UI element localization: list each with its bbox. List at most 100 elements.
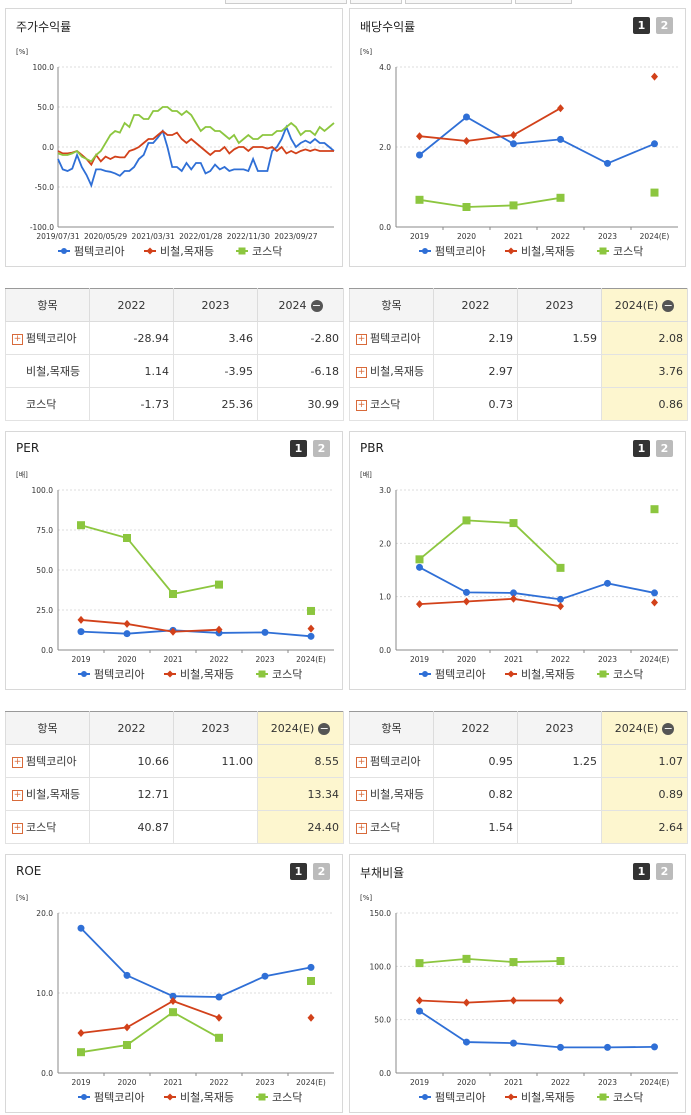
collapse-icon[interactable]: −	[310, 298, 323, 312]
expand-icon[interactable]: +	[12, 756, 23, 768]
data-point-kosdaq	[462, 516, 471, 525]
series-industry	[416, 72, 658, 145]
data-point-industry	[510, 594, 517, 603]
table-row: + 비철,목재등 0.82 0.89	[349, 777, 688, 811]
legend-marker-kosdaq	[599, 1093, 607, 1101]
data-point-industry	[416, 996, 423, 1005]
data-point-industry	[416, 600, 423, 609]
expand-icon[interactable]: +	[12, 822, 23, 834]
series-line-kosdaq	[419, 957, 561, 965]
series-industry	[416, 996, 564, 1007]
series-line-kosdaq	[57, 106, 335, 163]
expand-icon[interactable]: +	[356, 333, 367, 345]
row-label: 코스닥	[370, 821, 401, 834]
data-point-company	[463, 113, 470, 121]
legend-marker-kosdaq	[599, 247, 607, 255]
expand-icon[interactable]: +	[356, 366, 367, 378]
data-point-industry	[510, 131, 517, 139]
table-cell: 0.73	[433, 387, 518, 421]
y-tick-label: 0.0	[42, 143, 54, 152]
view-2-button[interactable]: 2	[656, 17, 673, 34]
view-1-button[interactable]: 1	[290, 440, 307, 457]
view-2-button[interactable]: 2	[656, 863, 673, 880]
table-header-label: 2023	[545, 298, 574, 312]
view-2-button[interactable]: 2	[656, 440, 673, 457]
row-label-cell: + 비철,목재등	[349, 354, 434, 388]
expand-icon[interactable]: +	[356, 822, 367, 834]
view-1-button[interactable]: 1	[290, 863, 307, 880]
row-label: 코스닥	[26, 821, 57, 834]
view-1-button[interactable]: 1	[633, 440, 650, 457]
data-point-kosdaq	[556, 957, 565, 965]
x-tick-label: 2020	[457, 655, 476, 664]
dividend-yield-table: 항목 2022 2023 2024(E) − + 펌텍코리아 2.19 1.59 2.08 + 비철,…	[349, 288, 688, 421]
data-point-kosdaq	[123, 534, 131, 542]
top-tab-edge	[515, 0, 572, 4]
data-point-kosdaq	[215, 1033, 223, 1042]
series-line-company	[80, 927, 312, 998]
data-point-industry	[416, 132, 423, 141]
legend-label-industry: 비철,목재등	[180, 1091, 234, 1104]
series-company	[77, 626, 315, 640]
legend-marker-industry	[507, 1093, 515, 1101]
series-line-company	[418, 115, 655, 165]
view-2-button[interactable]: 2	[313, 863, 330, 880]
x-tick-label: 2021	[163, 655, 182, 664]
legend-marker-company	[61, 248, 67, 254]
legend-item-company: 펌텍코리아	[78, 1091, 145, 1104]
collapse-icon[interactable]: −	[662, 721, 675, 735]
legend-marker-kosdaq	[258, 1093, 266, 1101]
collapse-icon[interactable]: −	[318, 721, 331, 735]
legend-item-company: 펌텍코리아	[78, 668, 145, 681]
view-2-button[interactable]: 2	[313, 440, 330, 457]
legend-item-industry: 비철,목재등	[164, 668, 234, 681]
data-point-kosdaq	[215, 580, 223, 589]
data-point-company	[463, 588, 470, 596]
table-cell: -6.18	[257, 354, 344, 388]
top-tab-edge	[405, 0, 512, 4]
expand-icon[interactable]: +	[12, 789, 23, 801]
data-point-company	[604, 1043, 611, 1051]
x-tick-label: 2023	[598, 655, 617, 664]
series-line-kosdaq	[80, 524, 220, 595]
table-header-cell: 2022	[433, 288, 518, 322]
legend-item-industry: 비철,목재등	[144, 245, 214, 258]
data-point-company	[123, 971, 131, 979]
data-point-kosdaq	[77, 1048, 85, 1057]
data-point-industry	[123, 1023, 131, 1032]
x-tick-label: 2019	[410, 232, 429, 241]
collapse-icon[interactable]: −	[662, 298, 675, 312]
y-tick-label: 0.0	[379, 223, 391, 232]
table-cell: 40.87	[89, 810, 174, 844]
expand-icon[interactable]: +	[12, 333, 23, 345]
series-industry	[416, 594, 658, 611]
series-line-industry	[419, 107, 561, 142]
view-1-button[interactable]: 1	[633, 17, 650, 34]
data-point-kosdaq	[509, 201, 518, 210]
data-point-industry	[651, 598, 658, 607]
chart-panel-stock: 주가수익률 [%] 100.0 50.0 0.0 -50.0 -100.0 2019/07/…	[5, 8, 343, 267]
table-header-label: 2022	[117, 298, 146, 312]
data-point-industry	[77, 1029, 85, 1037]
legend-marker-kosdaq	[599, 670, 607, 678]
series-company	[416, 563, 658, 603]
view-1-button[interactable]: 1	[633, 863, 650, 880]
row-label-cell: + 펌텍코리아	[349, 321, 434, 355]
x-tick-label: 2022	[551, 1078, 570, 1087]
data-point-company	[557, 595, 564, 603]
table-header-cell: 항목	[349, 711, 434, 745]
y-tick-label: 1.0	[379, 593, 391, 602]
expand-icon[interactable]: +	[356, 399, 367, 411]
table-cell: 10.66	[89, 744, 174, 778]
data-point-industry	[557, 104, 564, 113]
data-point-company	[604, 159, 611, 167]
expand-icon[interactable]: +	[356, 756, 367, 768]
legend-label-kosdaq: 코스닥	[613, 1091, 643, 1104]
data-point-kosdaq	[650, 505, 659, 514]
legend-item-company: 펌텍코리아	[58, 245, 125, 258]
expand-icon[interactable]: +	[356, 789, 367, 801]
data-point-industry	[77, 615, 85, 624]
x-tick-label: 2019/07/31	[36, 232, 79, 241]
roe-chart: [%] 20.0 10.0 0.0 2019 2020 2021 2022 2023 2024(E…	[16, 894, 334, 1104]
